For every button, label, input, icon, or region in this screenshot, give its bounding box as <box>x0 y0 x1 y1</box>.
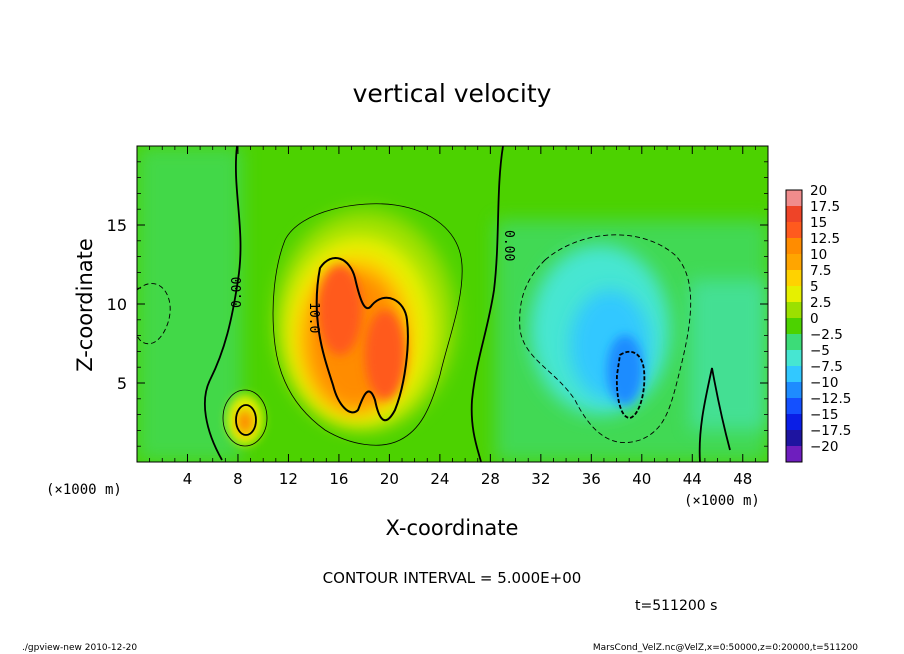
contour-label-ten: 10.0 <box>306 302 321 333</box>
colorbar-label: −15 <box>810 407 839 423</box>
x-axis-label: X-coordinate <box>386 516 519 540</box>
x-unit-right: (×1000 m) <box>684 493 760 509</box>
colorbar-label: −10 <box>810 375 839 391</box>
x-tick-label: 20 <box>380 470 399 488</box>
contour-label-group: 0.00 0.00 10.0 <box>230 230 516 333</box>
colorbar-label: 10 <box>810 247 827 263</box>
x-tick-label: 28 <box>481 470 500 488</box>
footer-left: ./gpview-new 2010-12-20 <box>22 643 137 653</box>
time-label: t=511200 s <box>635 598 717 614</box>
colorbar-swatch <box>786 206 802 223</box>
chart-title: vertical velocity <box>353 79 552 108</box>
contour-label-left: 0.00 <box>230 277 245 308</box>
colorbar-label: −20 <box>810 439 839 455</box>
colorbar-label: 17.5 <box>810 199 840 215</box>
colorbar-label: 15 <box>810 215 827 231</box>
colorbar-label: −12.5 <box>810 391 851 407</box>
colorbar-label: 12.5 <box>810 231 840 247</box>
ten-contour <box>315 256 409 422</box>
y-tick-label: 5 <box>117 374 127 393</box>
zero-contour-right <box>698 367 731 462</box>
x-tick-label: 48 <box>733 470 752 488</box>
plot-area: 0.00 0.00 10.0 <box>137 146 768 462</box>
colorbar-swatch <box>786 254 802 271</box>
contour-label-middle: 0.00 <box>501 230 516 261</box>
colorbar-label: −17.5 <box>810 423 851 439</box>
small-updraft-contour <box>235 404 257 436</box>
colorbar-swatch <box>786 190 802 207</box>
x-tick-label: 8 <box>233 470 243 488</box>
y-tick-label: 15 <box>107 216 127 235</box>
negative-contour-outer <box>519 234 692 444</box>
colorbar-swatch <box>786 382 802 399</box>
five-contour <box>272 203 463 446</box>
colorbar-label: 20 <box>810 183 827 199</box>
colorbar-swatch <box>786 222 802 239</box>
field-shading <box>137 146 768 462</box>
colorbar-swatch <box>786 238 802 255</box>
footer-right: MarsCond_VelZ.nc@VelZ,x=0:50000,z=0:2000… <box>593 643 858 653</box>
colorbar-swatch <box>786 318 802 335</box>
colorbar-swatch <box>786 430 802 447</box>
small-updraft-outer <box>222 389 268 447</box>
colorbar-label: 0 <box>810 311 819 327</box>
negative-contour-inner <box>615 350 646 419</box>
x-tick-label: 12 <box>279 470 298 488</box>
x-tick-label: 4 <box>183 470 193 488</box>
colorbar-swatch <box>786 302 802 319</box>
x-unit-left: (×1000 m) <box>46 482 122 498</box>
x-tick-label: 16 <box>329 470 348 488</box>
colorbar-label: 7.5 <box>810 263 831 279</box>
colorbar-label: −5 <box>810 343 830 359</box>
colorbar-swatch <box>786 398 802 415</box>
x-tick-label: 40 <box>632 470 651 488</box>
y-tick-label: 10 <box>107 295 127 314</box>
x-axis: 4 8 12 16 20 24 28 32 36 40 44 48 <box>149 146 756 488</box>
colorbar-frame <box>785 189 803 463</box>
x-tick-label: 44 <box>683 470 702 488</box>
zero-contour-middle <box>470 146 504 462</box>
colorbar-swatch <box>786 366 802 383</box>
colorbar-swatch <box>786 414 802 431</box>
colorbar-label: −7.5 <box>810 359 843 375</box>
colorbar: 2017.51512.5107.552.50−2.5−5−7.5−10−12.5… <box>785 183 851 463</box>
colorbar-label: 2.5 <box>810 295 831 311</box>
contour-lines <box>137 146 731 462</box>
y-axis-label: Z-coordinate <box>73 238 97 372</box>
colorbar-swatch <box>786 334 802 351</box>
colorbar-swatch <box>786 270 802 287</box>
zero-contour-left <box>204 146 242 461</box>
colorbar-swatch <box>786 350 802 367</box>
negative-contour-left <box>137 283 171 345</box>
colorbar-label: 5 <box>810 279 819 295</box>
x-tick-label: 36 <box>582 470 601 488</box>
colorbar-swatch <box>786 446 802 463</box>
colorbar-swatch <box>786 286 802 303</box>
x-tick-label: 24 <box>430 470 449 488</box>
y-axis: 5 10 15 <box>107 161 768 447</box>
x-tick-label: 32 <box>531 470 550 488</box>
contour-interval-text: CONTOUR INTERVAL = 5.000E+00 <box>323 569 582 587</box>
colorbar-label: −2.5 <box>810 327 843 343</box>
